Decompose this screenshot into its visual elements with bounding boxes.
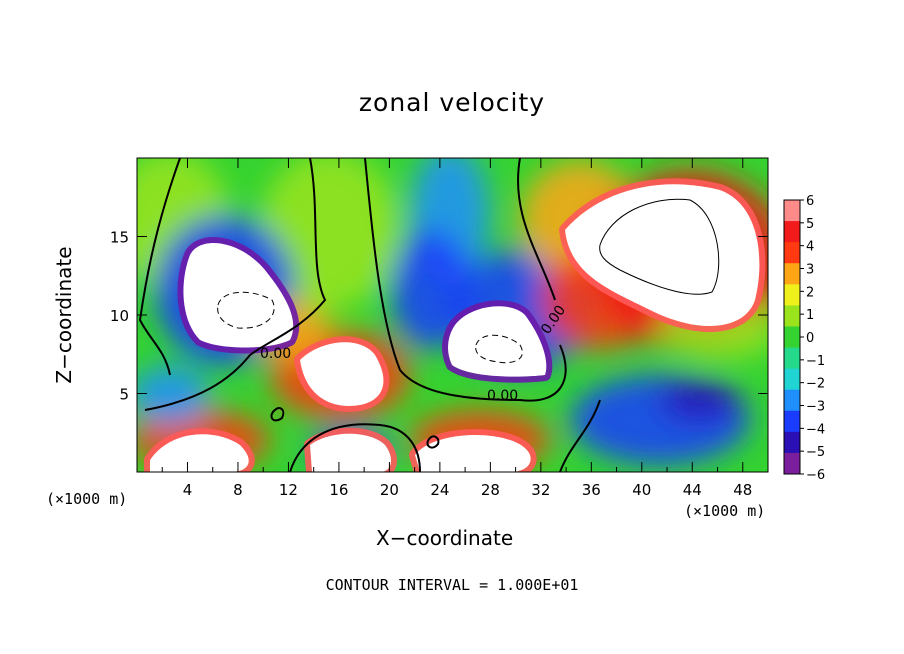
saturated-core: [183, 243, 294, 348]
x-tick-label: 28: [481, 481, 500, 499]
x-tick-label: 20: [380, 481, 399, 499]
x-tick-label: 4: [183, 481, 193, 499]
x-tick-label: 32: [531, 481, 550, 499]
colorbar-swatch: [784, 368, 800, 391]
zero-contour-line: [517, 158, 556, 301]
saturated-core: [150, 434, 249, 472]
colorbar-tick-label: 2: [806, 285, 814, 300]
x-tick-label: 24: [430, 481, 449, 499]
x-tick-label: 44: [683, 481, 702, 499]
inner-contour-line: [217, 291, 275, 329]
y-axis-label: Z−coordinate: [52, 246, 76, 384]
colorbar-swatch: [784, 305, 800, 327]
colorbar: 6 5 4 3 2 1 0 −1 −2 −3 −4 −5 −6: [783, 194, 825, 483]
x-tick-label: 8: [233, 481, 243, 499]
inner-contour-line: [475, 334, 523, 364]
chart-title: zonal velocity: [358, 88, 546, 117]
y-tick-label: 15: [110, 229, 129, 247]
velocity-field: [137, 158, 768, 472]
colorbar-tick-label: 1: [806, 308, 814, 323]
colorbar-tick-label: −3: [806, 400, 825, 415]
colorbar-tick-label: 0: [806, 331, 814, 346]
saturated-core: [415, 435, 531, 472]
zero-contour-line: [559, 399, 601, 472]
colorbar-tick-label: 4: [806, 240, 814, 255]
x-tick-label: 48: [733, 481, 752, 499]
colorbar-tick-label: −6: [806, 468, 825, 483]
colorbar-tick-label: 5: [806, 217, 814, 232]
field-blob: [660, 380, 740, 420]
colorbar-swatch: [784, 347, 800, 370]
x-tick-label: 36: [582, 481, 601, 499]
colorbar-tick-label: 6: [806, 194, 814, 209]
field-blob: [260, 158, 400, 310]
colorbar-swatch: [784, 200, 800, 222]
x-tick-label: 12: [279, 481, 298, 499]
colorbar-swatch: [784, 326, 800, 349]
zero-contour-line: [426, 435, 440, 449]
inner-contour-line: [599, 198, 720, 295]
colorbar-tick-label: −1: [806, 354, 825, 369]
zero-contour-line: [144, 158, 327, 411]
y-tick-label: 5: [119, 386, 129, 404]
zero-contour-line: [270, 407, 285, 422]
colorbar-tick-label: −5: [806, 445, 825, 460]
field-blob: [390, 230, 470, 350]
contour-label: 0.00: [260, 346, 291, 362]
saturated-core: [300, 342, 384, 406]
x-tick-label: 16: [329, 481, 348, 499]
colorbar-swatch: [784, 410, 800, 433]
colorbar-swatch: [784, 431, 800, 454]
saturated-core: [565, 184, 760, 327]
colorbar-swatch: [784, 221, 800, 243]
y-tick-label: 10: [110, 307, 129, 325]
colorbar-tick-label: 3: [806, 263, 814, 278]
x-unit-left: (×1000 m): [46, 490, 128, 508]
colorbar-swatch: [784, 242, 800, 264]
colorbar-tick-label: −4: [806, 422, 825, 437]
zero-contour-line: [138, 158, 181, 376]
field-blob: [137, 365, 210, 425]
x-tick-label: 40: [632, 481, 651, 499]
colorbar-tick-label: −2: [806, 377, 825, 392]
colorbar-swatch: [784, 284, 800, 306]
contour-label: 0.00: [487, 388, 518, 404]
saturated-core: [448, 306, 547, 377]
colorbar-swatch: [784, 263, 800, 285]
zero-contour-line: [364, 158, 567, 402]
colorbar-swatch: [784, 452, 800, 475]
x-unit-right: (×1000 m): [684, 502, 766, 520]
colorbar-swatch: [784, 389, 800, 412]
zero-contour-line: [289, 423, 421, 472]
contour-interval-note: CONTOUR INTERVAL = 1.000E+01: [325, 576, 579, 594]
x-axis-label: X−coordinate: [376, 526, 514, 550]
saturated-core: [310, 433, 392, 472]
